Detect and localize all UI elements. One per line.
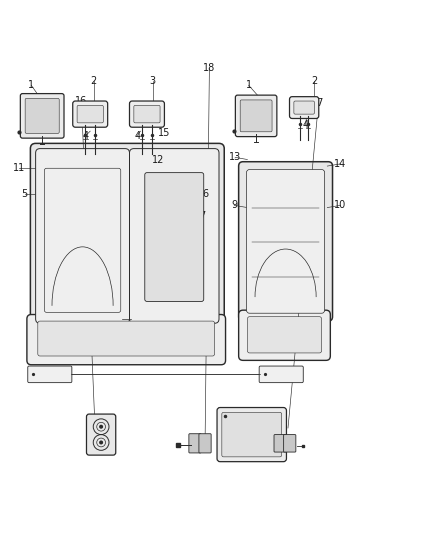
FancyBboxPatch shape (86, 414, 116, 455)
FancyBboxPatch shape (217, 408, 286, 462)
FancyBboxPatch shape (259, 366, 303, 383)
FancyBboxPatch shape (290, 96, 319, 118)
FancyBboxPatch shape (73, 101, 108, 127)
FancyBboxPatch shape (35, 149, 130, 323)
FancyBboxPatch shape (235, 95, 277, 136)
Text: 9: 9 (231, 200, 237, 211)
Text: 4: 4 (83, 131, 89, 141)
Text: 16: 16 (75, 96, 88, 107)
FancyBboxPatch shape (30, 143, 224, 328)
Circle shape (100, 425, 102, 428)
Text: 11: 11 (13, 163, 25, 173)
FancyBboxPatch shape (240, 100, 272, 132)
Text: 2: 2 (311, 76, 317, 86)
FancyBboxPatch shape (28, 366, 72, 383)
FancyBboxPatch shape (145, 173, 204, 302)
FancyBboxPatch shape (27, 314, 226, 365)
FancyBboxPatch shape (130, 101, 164, 127)
Text: 17: 17 (312, 98, 325, 108)
FancyBboxPatch shape (130, 149, 219, 323)
Text: 1: 1 (246, 80, 252, 90)
Text: 5: 5 (21, 189, 28, 199)
FancyBboxPatch shape (239, 161, 332, 321)
Text: 14: 14 (334, 159, 346, 169)
FancyBboxPatch shape (294, 101, 314, 114)
FancyBboxPatch shape (284, 434, 296, 452)
FancyBboxPatch shape (77, 106, 103, 123)
FancyBboxPatch shape (38, 321, 215, 356)
Text: 4: 4 (134, 131, 141, 141)
Text: 4: 4 (302, 119, 308, 130)
FancyBboxPatch shape (247, 169, 325, 313)
FancyBboxPatch shape (274, 434, 286, 452)
FancyBboxPatch shape (222, 413, 282, 457)
Text: 18: 18 (203, 63, 215, 73)
Text: 10: 10 (334, 200, 346, 211)
Text: 3: 3 (149, 76, 155, 86)
Circle shape (100, 441, 102, 444)
FancyBboxPatch shape (199, 434, 211, 453)
FancyBboxPatch shape (239, 310, 330, 360)
Text: 15: 15 (158, 128, 171, 139)
FancyBboxPatch shape (25, 99, 59, 133)
Text: 7: 7 (199, 211, 205, 221)
FancyBboxPatch shape (20, 94, 64, 138)
FancyBboxPatch shape (247, 317, 321, 353)
Text: 12: 12 (152, 155, 164, 165)
Text: 6: 6 (202, 189, 208, 199)
Text: 1: 1 (28, 80, 34, 90)
FancyBboxPatch shape (134, 106, 160, 123)
Text: 13: 13 (229, 152, 241, 163)
Text: 2: 2 (91, 76, 97, 86)
FancyBboxPatch shape (189, 434, 201, 453)
